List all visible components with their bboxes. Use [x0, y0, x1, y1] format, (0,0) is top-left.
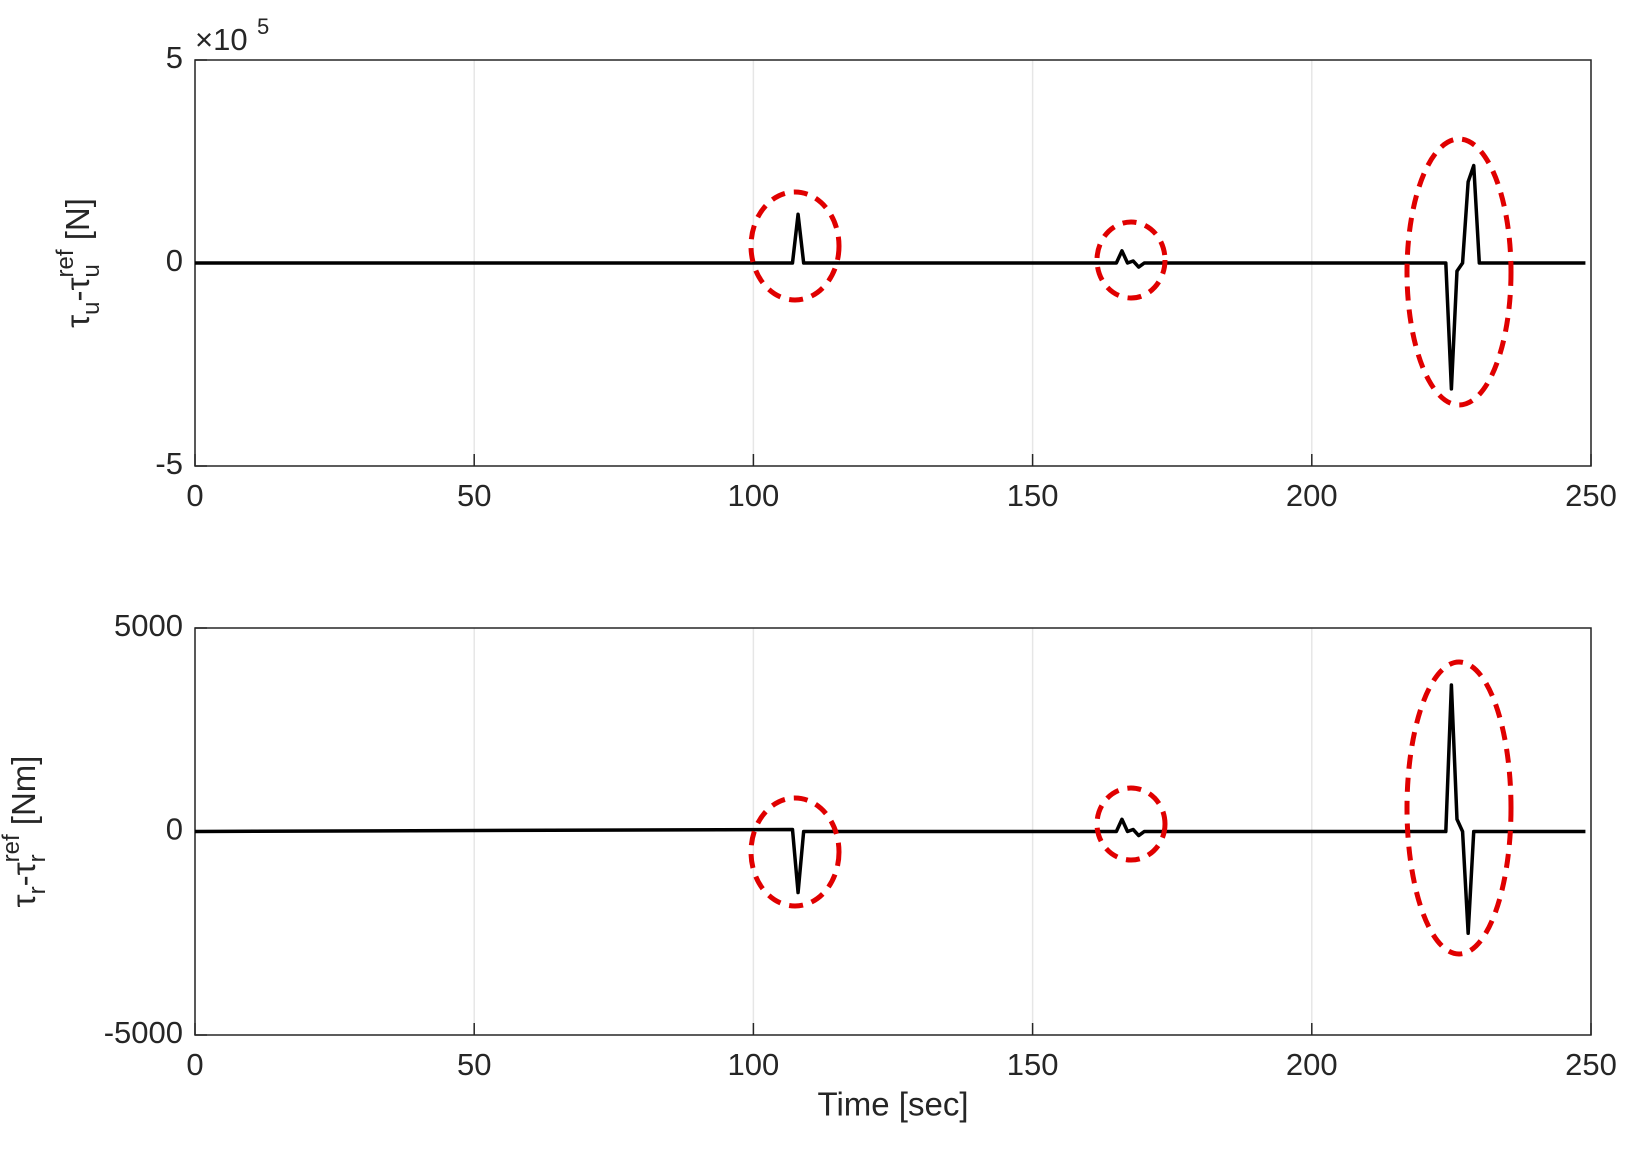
x-tick-label: 0 — [186, 478, 203, 513]
y-axis-label-part: u — [78, 301, 105, 314]
x-axis-label: Time [sec] — [818, 1086, 969, 1123]
y-exponent-base: ×10 — [195, 22, 248, 57]
y-axis-label-part: u — [78, 264, 105, 277]
x-tick-label: 250 — [1565, 1047, 1617, 1082]
highlight-ellipse — [1094, 785, 1168, 863]
y-axis-label-part: τ — [5, 894, 42, 907]
y-axis-label-part: [Nm] — [5, 756, 42, 835]
highlight-ellipse — [1404, 659, 1514, 957]
highlight-ellipse — [1094, 219, 1168, 301]
x-tick-label: 200 — [1286, 478, 1338, 513]
x-tick-label: 150 — [1007, 1047, 1059, 1082]
y-tick-label: -5000 — [104, 1015, 183, 1050]
y-axis-label-part: -τ — [5, 862, 42, 886]
y-axis-label-part: r — [24, 886, 51, 894]
y-tick-label: 0 — [166, 812, 183, 847]
x-tick-label: 100 — [728, 478, 780, 513]
y-axis-label-part: [N] — [59, 198, 96, 249]
y-axis-label-part: -τ — [59, 277, 96, 301]
x-tick-label: 100 — [728, 1047, 780, 1082]
x-tick-label: 50 — [457, 1047, 491, 1082]
y-tick-label: 5 — [166, 40, 183, 75]
y-tick-label: 0 — [166, 243, 183, 278]
x-tick-label: 250 — [1565, 478, 1617, 513]
highlight-ellipse — [1404, 136, 1514, 408]
highlight-ellipse — [748, 795, 842, 909]
y-axis-label-part: ref — [52, 249, 79, 277]
line — [194, 683, 1586, 935]
x-tick-label: 0 — [186, 1047, 203, 1082]
x-tick-label: 200 — [1286, 1047, 1338, 1082]
x-tick-label: 50 — [457, 478, 491, 513]
y-axis-label-part: ref — [0, 834, 25, 862]
x-tick-label: 150 — [1007, 478, 1059, 513]
line — [195, 163, 1586, 391]
y-exponent-power: 5 — [257, 14, 269, 39]
y-tick-label: 5000 — [114, 608, 183, 643]
highlight-ellipse — [748, 189, 842, 303]
y-tick-label: -5 — [155, 446, 183, 481]
y-axis-label-part: τ — [59, 315, 96, 328]
y-axis-label-part: r — [24, 854, 51, 862]
